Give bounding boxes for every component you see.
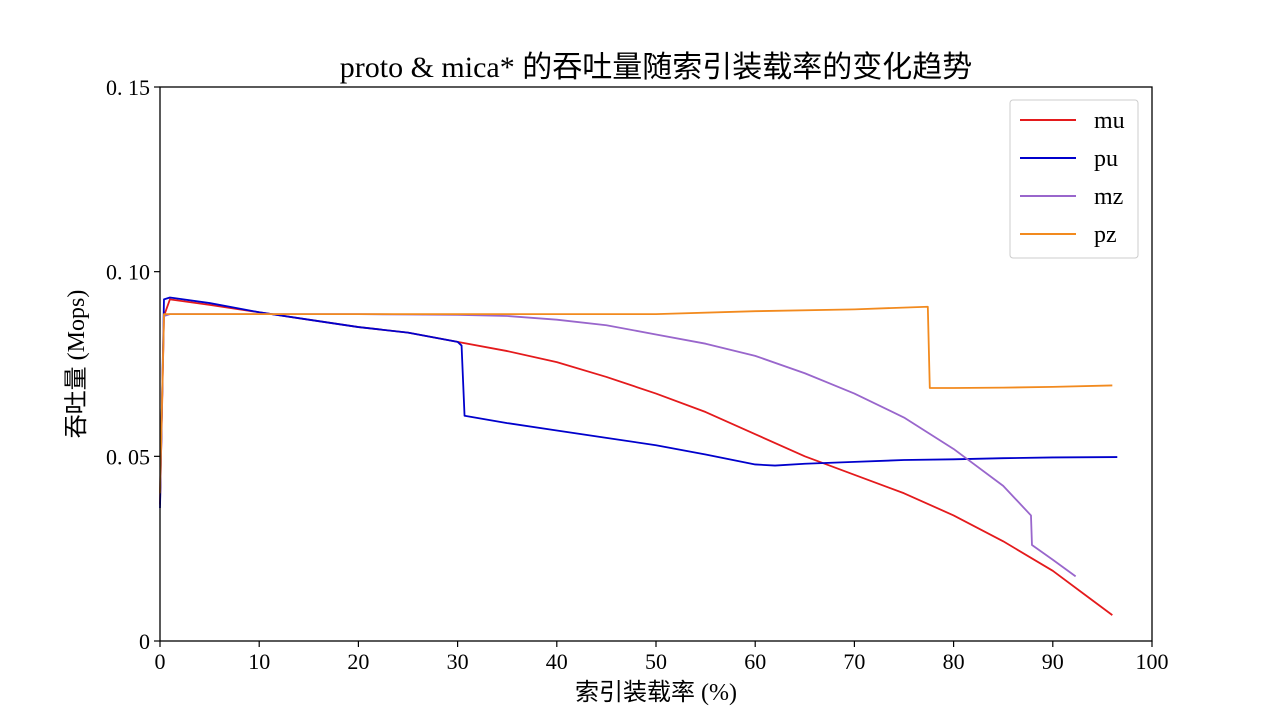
x-tick-label: 70 [843,649,865,674]
series-line-mz [159,313,1077,578]
legend-label-mu: mu [1094,108,1125,134]
series-line-pu [159,296,1118,509]
x-tick-label: 60 [744,649,766,674]
series-line-pz [159,305,1113,494]
y-tick-label: 0. 15 [106,75,150,100]
legend-label-pz: pz [1094,222,1117,248]
y-axis: 0 0. 05 0. 10 0. 15 [106,75,160,654]
x-axis: 0 10 20 30 40 50 60 70 80 90 100 [155,641,1169,674]
x-tick-label: 10 [248,649,270,674]
y-tick-label: 0 [139,629,150,654]
y-tick-label: 0. 10 [106,260,150,285]
legend-label-pu: pu [1094,146,1118,172]
x-tick-label: 20 [347,649,369,674]
chart-title: proto & mica* 的吞吐量随索引装载率的变化趋势 [340,51,972,84]
legend-box [1009,99,1139,259]
x-tick-label: 90 [1042,649,1064,674]
legend-label-mz: mz [1094,184,1123,210]
x-tick-label: 40 [546,649,568,674]
x-tick-label: 80 [943,649,965,674]
y-tick-label: 0. 05 [106,444,150,469]
series-line-mu [159,298,1113,616]
legend: mu pu mz pz [1009,99,1139,259]
series-layer [159,296,1118,616]
plot-frame [159,86,1153,642]
x-tick-label: 30 [447,649,469,674]
x-axis-label: 索引装载率 (%) [575,679,737,706]
x-tick-label: 100 [1136,649,1169,674]
x-tick-label: 0 [155,649,166,674]
y-axis-label: 吞吐量 (Mops) [63,290,90,439]
x-tick-label: 50 [645,649,667,674]
